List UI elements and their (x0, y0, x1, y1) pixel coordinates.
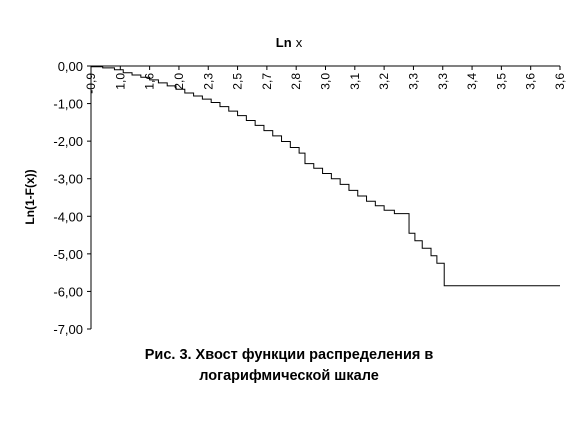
y-axis-label: Ln(1-F(x)) (23, 169, 37, 224)
x-tick-label: 2,8 (289, 73, 303, 90)
y-tick-label: -5,00 (53, 247, 83, 262)
x-tick-label: 3,3 (406, 73, 420, 90)
y-tick-label: -4,00 (53, 209, 83, 224)
x-tick-label: 2,7 (260, 73, 274, 90)
x-tick-label: 3,2 (377, 73, 391, 90)
y-ticks: 0,00 -1,00 -2,00 -3,00 -4,00 -5,00 -6,00 -7,00 (53, 59, 91, 337)
x-tick-label: 2,3 (201, 73, 215, 90)
series-layer (91, 66, 560, 287)
series-line-0 (91, 66, 560, 287)
x-ticks: -0,9 1,0 1,6 2,0 2,3 2,5 2,7 2,8 3,0 3,1 3,2 3,3 3,3… (84, 66, 567, 94)
x-tick-label: 1,0 (113, 73, 127, 90)
x-tick-label: 3,4 (465, 73, 479, 90)
figure-caption: Рис. 3. Хвост функции распределения в ло… (0, 345, 578, 387)
y-tick-label: -6,00 (53, 284, 83, 299)
y-tick-label: -7,00 (53, 322, 83, 337)
x-tick-label: 3,0 (319, 73, 333, 90)
x-tick-label: 2,5 (231, 73, 245, 90)
x-tick-label: 1,6 (143, 73, 157, 90)
chart: Ln x Ln(1-F(x)) 0,00 -1,00 -2,00 -3,00 -4,00 -… (23, 35, 567, 337)
y-tick-label: -3,00 (53, 172, 83, 187)
x-tick-label: 2,0 (172, 73, 186, 90)
x-tick-label: 3,6 (553, 73, 567, 90)
x-tick-label: 3,1 (348, 73, 362, 90)
x-tick-label: 3,5 (494, 73, 508, 90)
x-tick-label: 3,6 (524, 73, 538, 90)
x-tick-label: 3,3 (436, 73, 450, 90)
y-tick-label: 0,00 (58, 59, 83, 74)
y-tick-label: -1,00 (53, 97, 83, 112)
chart-title: Ln x (276, 35, 303, 50)
caption-line-2: логарифмической шкале (199, 368, 379, 384)
y-tick-label: -2,00 (53, 134, 83, 149)
x-tick-label: -0,9 (84, 73, 98, 94)
caption-line-1: Рис. 3. Хвост функции распределения в (144, 347, 434, 363)
